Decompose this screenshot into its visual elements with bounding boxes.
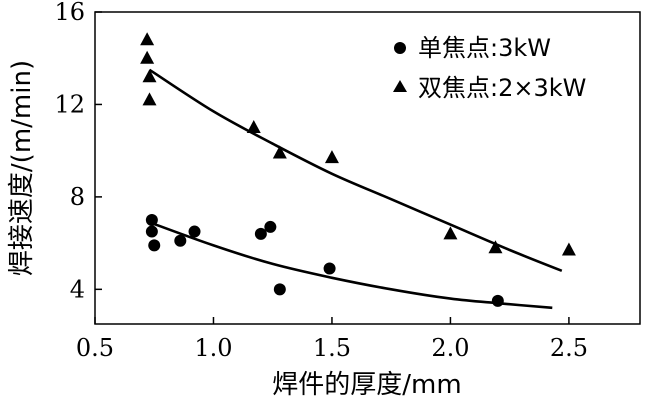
fit-curves <box>148 68 563 310</box>
x-tick-label: 1.5 <box>313 334 351 362</box>
data-point-circle <box>145 225 158 238</box>
x-tick-label: 2.5 <box>550 334 588 362</box>
x-tick-label: 2.0 <box>431 334 469 362</box>
data-point-triangle <box>142 92 157 106</box>
data-markers <box>140 32 576 307</box>
data-point-circle <box>148 239 161 252</box>
data-point-triangle <box>324 150 339 164</box>
data-point-triangle <box>272 145 287 159</box>
data-point-triangle <box>140 50 155 64</box>
data-point-circle <box>491 294 504 307</box>
data-point-circle <box>145 214 158 226</box>
legend-label-dual: 双焦点:2×3kW <box>418 74 586 102</box>
y-tick-label: 12 <box>54 90 85 118</box>
data-point-circle <box>254 227 267 240</box>
fit-curve-series-1 <box>148 68 563 273</box>
data-point-triangle <box>488 240 503 254</box>
data-point-circle <box>174 234 187 247</box>
data-point-circle <box>188 225 201 238</box>
data-point-triangle <box>140 32 155 46</box>
data-point-circle <box>264 220 277 233</box>
x-tick-label: 1.0 <box>194 334 232 362</box>
y-tick-label: 8 <box>70 183 85 211</box>
x-tick-label: 0.5 <box>76 334 114 362</box>
data-point-circle <box>273 283 286 296</box>
data-point-triangle <box>561 242 576 256</box>
data-point-triangle <box>142 69 157 83</box>
data-point-triangle <box>246 120 261 134</box>
legend: 单焦点:3kW 双焦点:2×3kW <box>393 34 586 102</box>
plot-frame <box>94 11 641 325</box>
fit-curve-series-0 <box>149 221 553 310</box>
y-tick-label: 16 <box>54 0 85 26</box>
axis-ticks: 0.5 1.0 1.5 2.0 2.5 4 8 12 16 <box>54 0 588 362</box>
y-tick-label: 4 <box>70 275 85 303</box>
legend-circle-marker <box>394 42 406 54</box>
x-axis-title: 焊件的厚度/mm <box>272 370 461 400</box>
legend-triangle-marker <box>393 80 407 92</box>
data-point-triangle <box>443 226 458 240</box>
legend-label-single: 单焦点:3kW <box>418 34 551 62</box>
y-axis-title: 焊接速度/(m/min) <box>7 60 37 276</box>
data-point-circle <box>323 262 336 275</box>
